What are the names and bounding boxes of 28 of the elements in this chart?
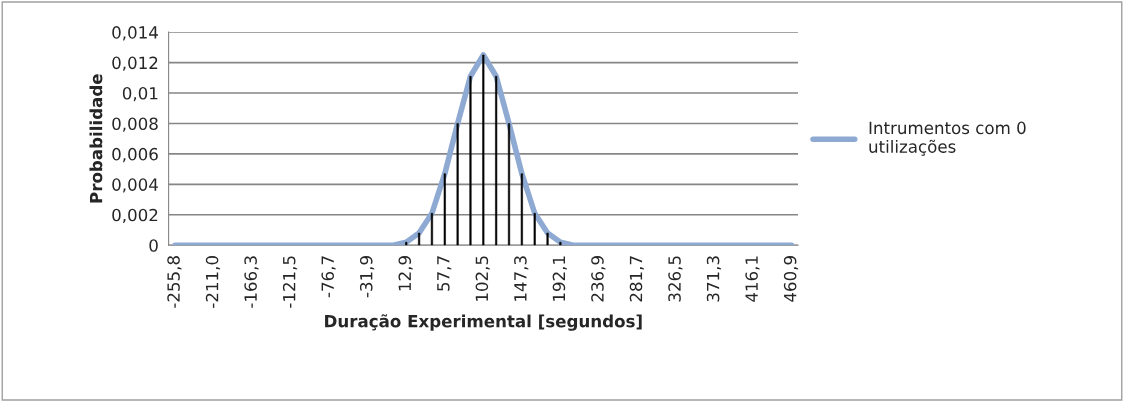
x-tick-label: 281,7	[629, 256, 645, 302]
x-tick-label: 192,1	[552, 256, 567, 301]
x-tick-label: -255,8	[167, 256, 182, 308]
x-tick-label: -76,7	[321, 256, 336, 298]
y-tick-label: 0,004	[112, 178, 158, 193]
x-tick-label: -166,3	[244, 256, 259, 308]
y-tick-label: 0,008	[112, 117, 158, 132]
y-tick-label: 0,012	[112, 56, 158, 71]
y-tick-label: 0,014	[112, 26, 158, 41]
y-tick-label: 0,002	[112, 208, 158, 224]
y-tick-label: 0,01	[122, 87, 158, 102]
x-tick-label: 102,5	[475, 256, 490, 301]
x-tick-label: 147,3	[514, 256, 529, 301]
x-tick-label: 12,9	[398, 256, 413, 291]
legend-label: Intrumentos com 0 utilizações	[869, 121, 1026, 156]
x-axis-title: Duração Experimental [segundos]	[325, 314, 642, 331]
x-tick-label: -31,9	[359, 256, 375, 298]
x-tick-label: 236,9	[591, 256, 606, 302]
y-axis-title: Probabilidade	[89, 74, 103, 203]
x-tick-label: 57,7	[437, 256, 452, 291]
x-tick-label: 416,1	[745, 256, 760, 302]
x-tick-label: 460,9	[783, 256, 799, 302]
y-tick-label: 0	[149, 239, 158, 252]
x-tick-label: 371,3	[706, 256, 722, 302]
x-tick-label: -211,0	[205, 256, 221, 308]
x-tick-label: -121,5	[282, 256, 298, 308]
y-tick-label: 0,006	[112, 147, 158, 163]
x-tick-label: 326,5	[668, 256, 683, 302]
